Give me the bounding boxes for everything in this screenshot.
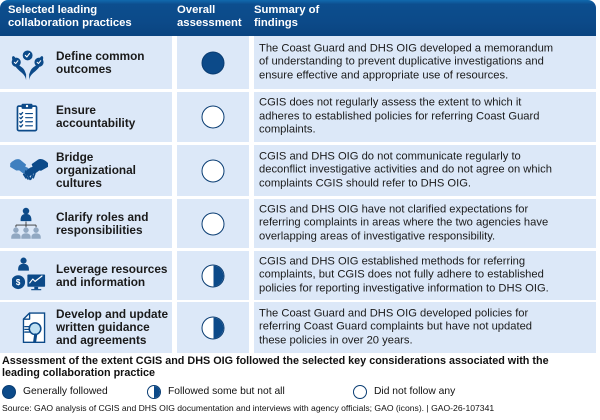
svg-text:$: $ xyxy=(16,278,21,287)
